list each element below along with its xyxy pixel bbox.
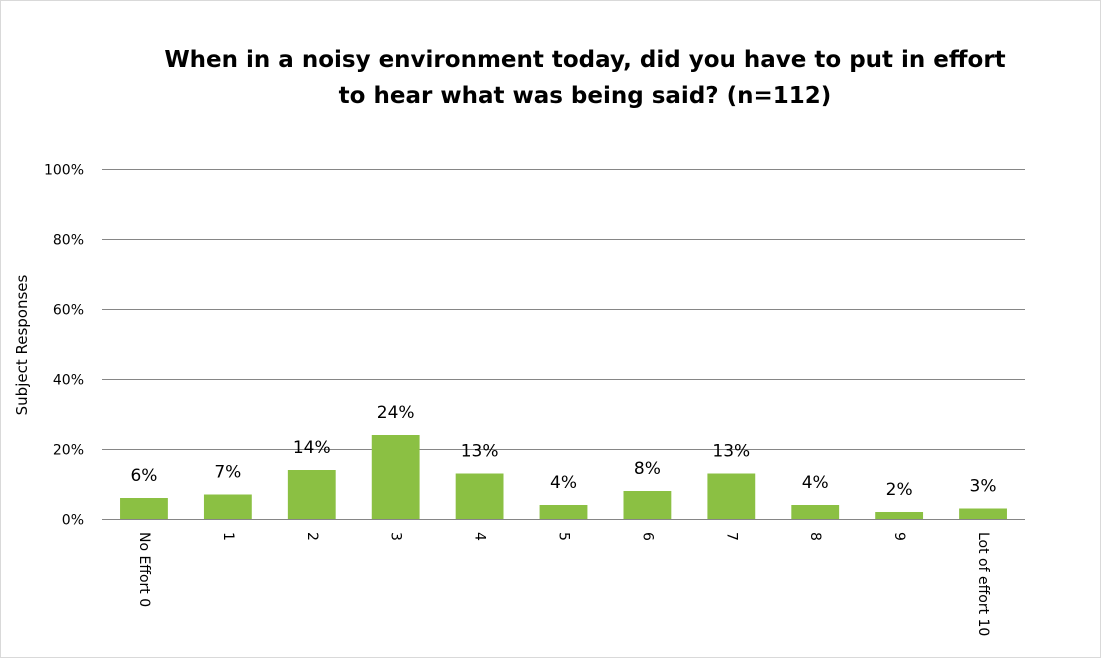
data-label-10: 3% (970, 477, 997, 497)
x-category-label-2: 2 (304, 532, 320, 541)
data-labels: 6% 7% 14% 24% 13% 4% 8% 13% 4% 2% 3% (130, 403, 996, 500)
gridlines (102, 169, 1025, 520)
bars (120, 435, 1007, 519)
x-axis-categories: No Effort 0 1 2 3 4 5 6 7 8 9 Lot of effort 10 (136, 532, 991, 636)
bar-7 (707, 473, 756, 519)
bar-4 (455, 473, 504, 519)
y-axis-title: Subject Responses (13, 274, 31, 415)
data-label-3: 24% (377, 403, 415, 423)
x-category-label-5: 5 (556, 532, 572, 541)
data-label-7: 13% (712, 442, 750, 462)
data-label-5: 4% (550, 473, 577, 493)
y-axis-ticks: 0% 20% 40% 60% 80% 100% (44, 163, 84, 529)
chart-title-line-1: When in a noisy environment today, did y… (164, 47, 1006, 73)
x-category-label-1: 1 (220, 532, 236, 541)
data-label-2: 14% (293, 438, 331, 458)
bar-6 (623, 491, 672, 519)
data-label-8: 4% (802, 473, 829, 493)
x-category-label-4: 4 (472, 532, 488, 541)
x-category-label-8: 8 (807, 532, 823, 541)
bar-0 (120, 498, 168, 519)
data-label-9: 2% (886, 480, 913, 500)
data-label-4: 13% (461, 442, 499, 462)
bar-8 (791, 505, 840, 519)
data-label-0: 6% (130, 466, 157, 486)
bar-10 (959, 508, 1007, 519)
x-category-label-9: 9 (891, 532, 907, 541)
data-label-1: 7% (214, 463, 241, 483)
y-tick-label-60: 60% (53, 303, 84, 319)
y-tick-label-0: 0% (62, 513, 84, 529)
x-category-label-0: No Effort 0 (136, 532, 152, 607)
bar-1 (203, 494, 252, 519)
chart-title: When in a noisy environment today, did y… (110, 42, 1060, 114)
bar-2 (287, 470, 336, 519)
bar-9 (875, 512, 924, 519)
chart-title-line-2: to hear what was being said? (n=112) (338, 83, 832, 109)
x-category-label-3: 3 (388, 532, 404, 541)
y-tick-label-20: 20% (53, 443, 84, 459)
y-tick-label-80: 80% (53, 233, 84, 249)
y-tick-label-40: 40% (53, 373, 84, 389)
bar-5 (539, 505, 588, 519)
y-tick-label-100: 100% (44, 163, 84, 179)
x-category-label-10: Lot of effort 10 (975, 532, 991, 636)
x-category-label-6: 6 (639, 532, 655, 541)
bar-3 (371, 435, 420, 519)
data-label-6: 8% (634, 459, 661, 479)
x-category-label-7: 7 (723, 532, 739, 541)
